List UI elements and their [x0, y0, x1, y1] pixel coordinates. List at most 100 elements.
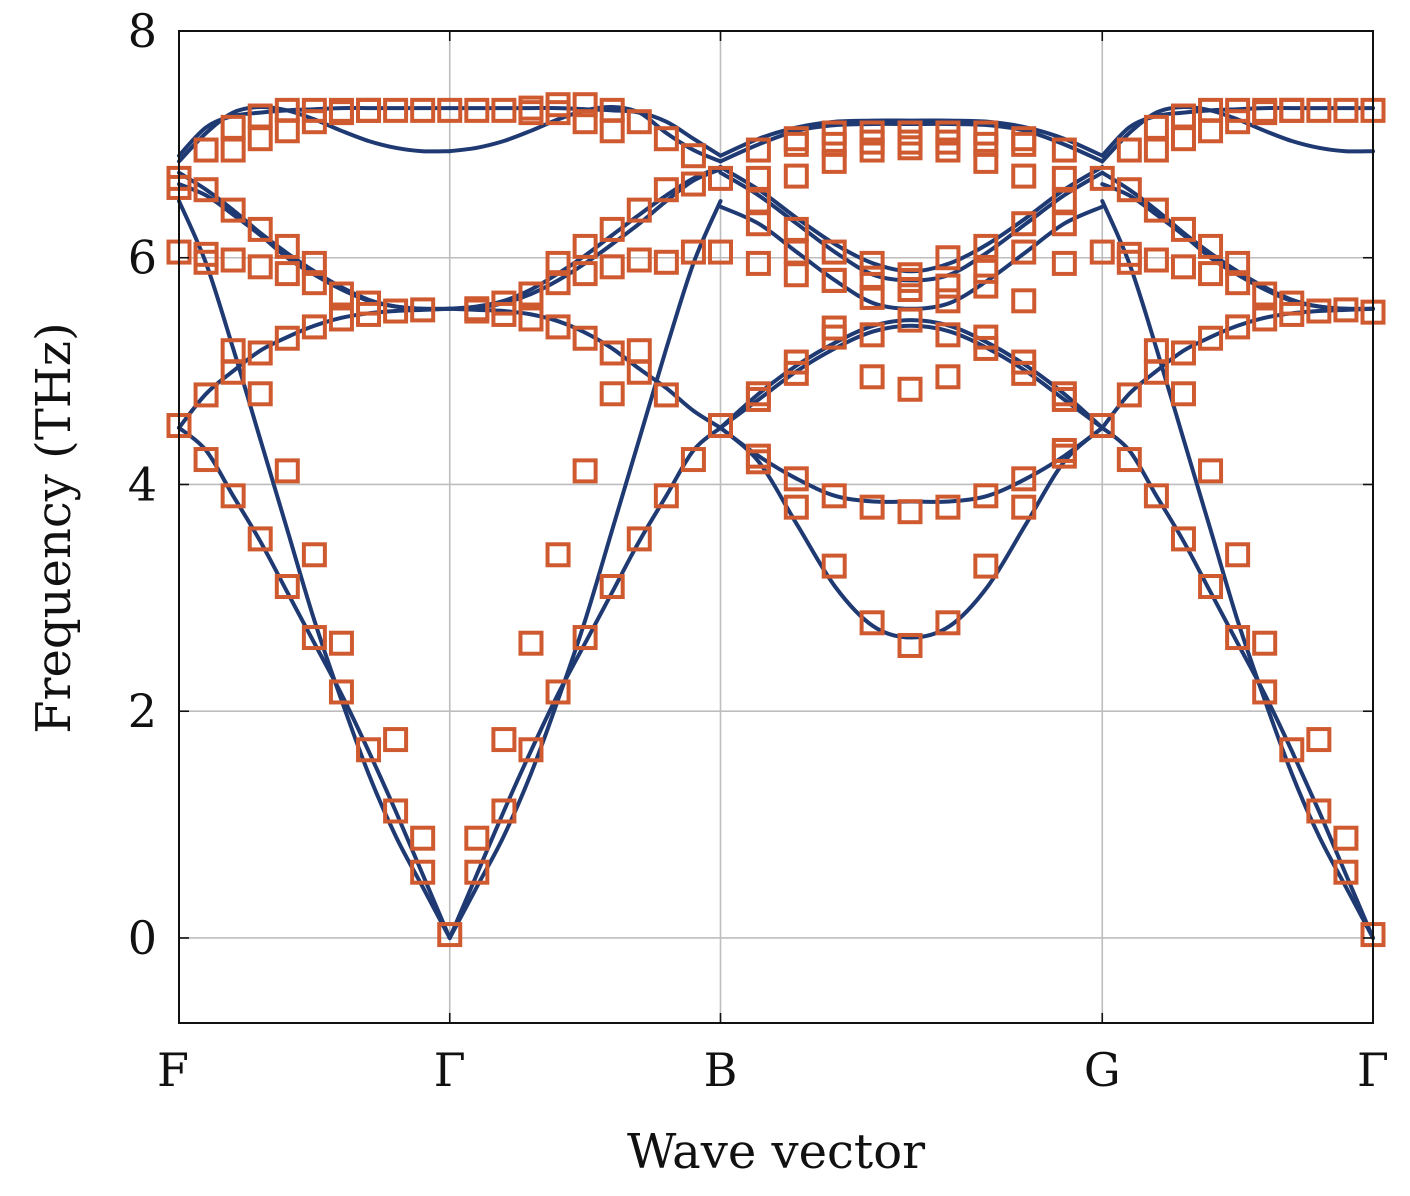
data-marker	[1143, 338, 1169, 364]
data-marker	[1198, 233, 1224, 259]
data-marker	[301, 250, 327, 276]
data-marker	[1225, 625, 1251, 651]
data-marker	[1279, 97, 1305, 123]
data-marker	[859, 250, 885, 276]
data-marker	[545, 250, 571, 276]
band-line-seg2-6	[718, 165, 1105, 274]
data-marker	[274, 574, 300, 600]
data-marker	[1170, 381, 1196, 407]
data-marker	[464, 825, 490, 851]
data-marker	[859, 284, 885, 310]
data-marker	[491, 97, 517, 123]
data-marker	[1170, 126, 1196, 152]
data-marker	[626, 109, 652, 135]
data-marker	[437, 97, 463, 123]
data-marker	[545, 100, 571, 126]
data-marker	[897, 135, 923, 161]
y-tick-label: 8	[128, 4, 157, 58]
data-marker	[897, 499, 923, 525]
data-marker	[859, 322, 885, 348]
band-line-seg0-3	[177, 182, 452, 311]
data-marker	[626, 197, 652, 223]
x-tick-label: F	[157, 1043, 189, 1097]
data-marker	[1051, 437, 1077, 463]
band-line-seg3-3	[1100, 182, 1375, 311]
data-marker	[1198, 261, 1224, 287]
data-marker	[247, 216, 273, 242]
data-marker	[274, 325, 300, 351]
data-marker	[707, 413, 733, 439]
data-marker	[1198, 118, 1224, 144]
data-marker	[1089, 413, 1115, 439]
data-marker	[973, 148, 999, 174]
data-marker	[301, 625, 327, 651]
data-marker	[1011, 494, 1037, 520]
data-marker	[1143, 483, 1169, 509]
data-marker	[626, 338, 652, 364]
data-marker	[464, 296, 490, 322]
data-marker	[1143, 197, 1169, 223]
band-line-seg3-4	[1100, 170, 1375, 311]
axes	[178, 30, 1374, 1024]
data-marker	[1306, 97, 1332, 123]
data-marker	[247, 254, 273, 280]
data-marker	[973, 131, 999, 157]
data-marker	[935, 129, 961, 155]
data-marker	[745, 137, 771, 163]
data-marker	[1252, 281, 1278, 307]
data-marker	[356, 97, 382, 123]
data-marker	[599, 574, 625, 600]
data-marker	[328, 679, 354, 705]
data-marker	[220, 197, 246, 223]
data-marker	[518, 737, 544, 763]
data-marker	[626, 526, 652, 552]
data-marker	[680, 239, 706, 265]
band-line-seg3-2	[1100, 199, 1375, 940]
data-marker	[1011, 466, 1037, 492]
data-marker	[383, 798, 409, 824]
x-tick-label: Γ	[1357, 1043, 1389, 1097]
plot-frame	[178, 30, 1374, 1024]
data-marker	[1170, 340, 1196, 366]
data-marker	[1279, 290, 1305, 316]
data-marker	[410, 859, 436, 885]
data-marker	[745, 250, 771, 276]
data-marker	[518, 281, 544, 307]
data-marker	[653, 126, 679, 152]
data-marker	[1252, 100, 1278, 126]
data-marker	[1011, 131, 1037, 157]
data-marker	[301, 314, 327, 340]
data-marker	[973, 335, 999, 361]
data-marker	[745, 449, 771, 475]
data-marker	[1225, 250, 1251, 276]
data-marker	[301, 542, 327, 568]
data-marker	[572, 458, 598, 484]
data-marker	[572, 109, 598, 135]
data-marker	[859, 494, 885, 520]
data-marker	[247, 340, 273, 366]
data-marker	[859, 129, 885, 155]
data-marker	[545, 542, 571, 568]
data-marker	[1198, 325, 1224, 351]
data-marker	[821, 267, 847, 293]
data-marker	[491, 727, 517, 753]
data-marker	[545, 92, 571, 118]
data-marker	[518, 630, 544, 656]
data-marker	[1116, 177, 1142, 203]
data-marker	[1333, 825, 1359, 851]
data-marker	[935, 245, 961, 271]
data-marker	[464, 97, 490, 123]
data-marker	[1225, 109, 1251, 135]
data-marker	[1011, 239, 1037, 265]
data-marker	[1116, 382, 1142, 408]
x-tick-label: Γ	[434, 1043, 466, 1097]
data-marker	[935, 610, 961, 636]
data-marker	[247, 381, 273, 407]
data-marker	[193, 137, 219, 163]
data-marker	[274, 261, 300, 287]
data-marker	[1225, 314, 1251, 340]
data-marker	[383, 97, 409, 123]
band-line-seg2-1	[718, 425, 1105, 640]
